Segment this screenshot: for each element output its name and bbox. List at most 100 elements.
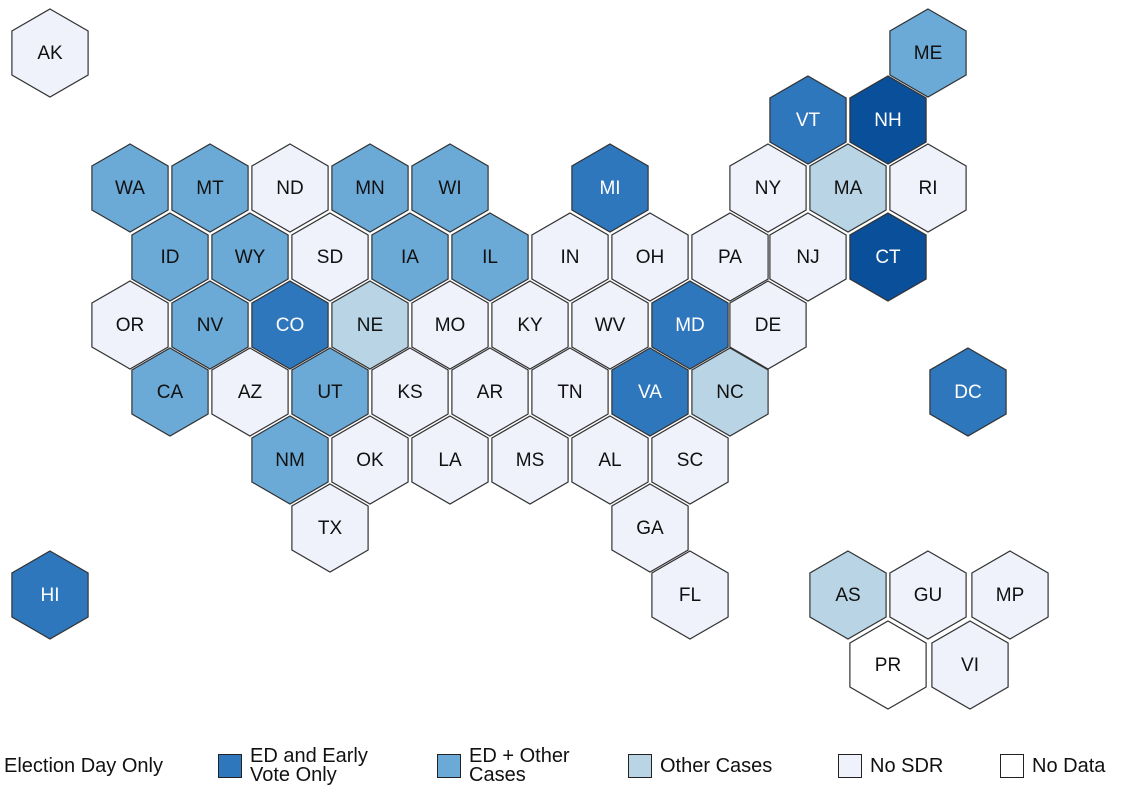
legend-swatch [1000,754,1024,778]
state-hex [331,143,409,233]
state-hex [291,212,369,302]
legend-swatch [838,754,862,778]
state-hex [611,347,689,437]
legend-swatch [628,754,652,778]
state-hex [929,347,1007,437]
state-label: RI [919,178,938,199]
state-label: AK [37,43,63,64]
state-hex [11,550,89,640]
state-hex [371,347,449,437]
state-label: WA [115,178,145,199]
state-label: AR [477,382,503,403]
state-label: GU [914,585,943,606]
state-label: IL [482,247,498,268]
legend-item: ED + Other Cases [437,746,581,786]
state-label: PR [875,655,901,676]
legend-label: No Data [1032,754,1106,777]
state-label: DE [755,315,781,336]
state-label: MD [675,315,705,336]
state-label: AL [598,450,621,471]
state-hex [729,280,807,370]
state-label: NY [755,178,782,199]
state-label: WY [235,247,266,268]
state-label: HI [41,585,60,606]
state-hex [809,143,887,233]
state-hex [691,212,769,302]
legend-item: No Data [1000,746,1105,786]
state-hex [451,347,529,437]
state-label: PA [718,247,742,268]
state-hex [889,8,967,98]
legend-label: Election Day Only [4,754,163,777]
legend-label: No SDR [870,754,944,777]
state-hex [371,212,449,302]
state-label: MA [834,178,863,199]
state-label: TX [318,518,343,539]
state-label: ME [914,43,943,64]
state-label: IN [561,247,580,268]
hex-map: AK ME VT NH WA MT ND MN WI MI NY MA RI ID WY SD IA IL IN OH… [11,8,1049,710]
state-label: MI [599,178,620,199]
state-hex [131,347,209,437]
state-label: SD [317,247,343,268]
state-hex [291,347,369,437]
state-hex [849,212,927,302]
state-hex [611,483,689,573]
state-hex [411,415,489,505]
state-hex [571,143,649,233]
state-hex [11,8,89,98]
state-hex [451,212,529,302]
state-hex [889,550,967,640]
state-hex [651,550,729,640]
legend-item: No SDR [838,746,943,786]
legend-label: Other Cases [660,754,773,777]
state-hex [651,415,729,505]
state-label: MT [196,178,224,199]
state-label: VA [638,382,662,403]
state-hex [211,347,289,437]
state-label: MS [516,450,545,471]
state-hex [729,143,807,233]
state-label: ND [276,178,303,199]
state-label: VT [796,110,821,131]
state-label: KS [397,382,422,403]
state-label: NC [716,382,743,403]
state-label: MN [355,178,385,199]
state-label: DC [954,382,981,403]
state-label: IA [401,247,419,268]
state-hex [531,347,609,437]
legend-item: Other Cases [628,746,772,786]
state-label: AS [835,585,860,606]
state-hex [251,415,329,505]
state-label: AZ [238,382,263,403]
state-hex [331,415,409,505]
legend-item: Election Day Only [0,746,163,786]
state-hex [849,75,927,165]
legend-label: ED + Other Cases [469,745,570,786]
state-hex [691,347,769,437]
state-label: NM [275,450,305,471]
state-label: CA [157,382,184,403]
state-hex [571,415,649,505]
state-label: MP [996,585,1025,606]
state-label: CT [875,247,901,268]
state-label: ID [161,247,180,268]
state-hex [491,280,569,370]
state-label: WV [595,315,626,336]
state-label: CO [276,315,305,336]
state-label: OK [356,450,384,471]
state-hex [211,212,289,302]
state-label: LA [438,450,462,471]
state-hex [291,483,369,573]
state-label: UT [317,382,343,403]
state-hex [889,143,967,233]
state-hex [251,280,329,370]
state-label: SC [677,450,703,471]
legend-swatch [218,754,242,778]
state-hex [531,212,609,302]
state-label: GA [636,518,664,539]
state-hex [171,143,249,233]
state-hex [331,280,409,370]
state-hex [251,143,329,233]
